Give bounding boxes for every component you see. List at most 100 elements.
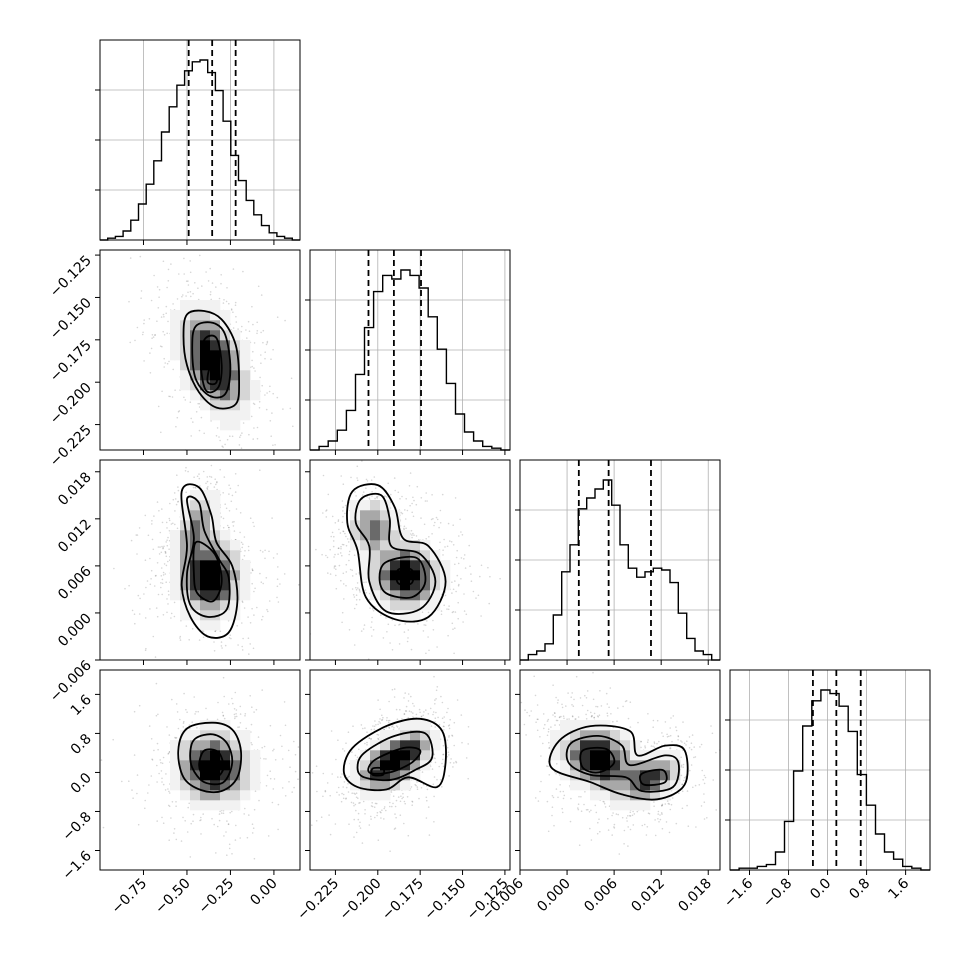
scatter-point — [374, 497, 376, 500]
scatter-point — [178, 410, 181, 412]
scatter-point — [590, 711, 592, 714]
scatter-point — [376, 814, 378, 817]
scatter-point — [167, 603, 169, 605]
scatter-point — [366, 480, 369, 482]
scatter-point — [685, 775, 687, 778]
scatter-point — [410, 695, 412, 698]
scatter-point — [411, 511, 414, 514]
scatter-point — [608, 706, 610, 709]
scatter-point — [632, 824, 635, 826]
scatter-point — [192, 486, 195, 489]
scatter-point — [260, 354, 262, 356]
density-cell — [180, 510, 191, 521]
scatter-point — [172, 303, 174, 305]
density-cell — [410, 770, 421, 781]
density-cell — [190, 560, 201, 571]
density-cell — [250, 780, 261, 791]
scatter-point — [168, 594, 170, 596]
density-cell — [210, 300, 221, 311]
scatter-point — [362, 800, 365, 803]
density-cell — [230, 370, 241, 381]
scatter-point — [237, 726, 239, 728]
scatter-point — [251, 305, 253, 308]
scatter-point — [358, 588, 361, 591]
scatter-point — [369, 607, 371, 609]
scatter-point — [370, 728, 373, 731]
scatter-point — [143, 322, 145, 325]
scatter-point — [330, 535, 333, 538]
scatter-point — [268, 550, 270, 553]
scatter-point — [173, 492, 176, 494]
scatter-point — [680, 766, 683, 768]
panel-frame — [519, 459, 721, 661]
scatter-point — [188, 727, 191, 730]
scatter-point — [636, 810, 639, 813]
scatter-point — [467, 777, 470, 780]
scatter-point — [239, 434, 242, 437]
scatter-point — [671, 797, 674, 799]
scatter-point — [162, 822, 165, 824]
scatter-point — [168, 805, 171, 808]
scatter-point — [231, 853, 233, 855]
scatter-point — [202, 636, 205, 639]
density-cell — [390, 510, 401, 521]
scatter-point — [260, 362, 262, 365]
scatter-point — [383, 806, 386, 808]
density-cell — [190, 510, 201, 521]
density-cell — [230, 550, 241, 561]
scatter-point — [451, 622, 454, 625]
scatter-point — [459, 518, 461, 521]
scatter-point — [252, 521, 254, 524]
scatter-point — [237, 328, 239, 330]
scatter-point — [338, 547, 340, 549]
contour-level-0 — [177, 721, 243, 794]
scatter-point — [419, 711, 421, 714]
scatter-point — [432, 711, 435, 713]
scatter-point — [322, 795, 324, 798]
density-cell — [170, 580, 181, 591]
scatter-point — [391, 805, 393, 808]
scatter-point — [339, 532, 342, 534]
scatter-point — [443, 716, 446, 718]
scatter-point — [449, 540, 451, 542]
scatter-point — [403, 697, 405, 699]
scatter-point — [194, 282, 196, 284]
density-cell — [210, 750, 221, 761]
hist-panel-3 — [725, 669, 931, 875]
density-cell — [410, 570, 421, 581]
scatter-point — [605, 692, 608, 695]
scatter-point — [158, 553, 161, 555]
scatter-point — [161, 390, 163, 393]
scatter-point — [364, 809, 366, 811]
scatter-point — [598, 714, 601, 716]
scatter-point — [156, 286, 159, 288]
scatter-point — [154, 656, 157, 658]
scatter-point — [140, 297, 142, 300]
scatter-point — [131, 789, 133, 791]
scatter-point — [225, 831, 227, 833]
density-cell — [200, 780, 211, 791]
scatter-point — [382, 716, 384, 719]
scatter-point — [215, 286, 217, 288]
scatter-point — [422, 630, 425, 632]
scatter-point — [264, 394, 266, 396]
scatter-point — [253, 808, 256, 811]
scatter-point — [441, 786, 443, 788]
scatter-point — [218, 813, 221, 815]
scatter-point — [613, 827, 616, 829]
density-cell — [210, 760, 221, 771]
density-cell — [400, 760, 411, 771]
scatter-point — [227, 823, 230, 825]
scatter-point — [344, 512, 346, 515]
scatter-point — [578, 844, 581, 846]
scatter-point — [138, 527, 141, 529]
scatter-point — [148, 318, 151, 320]
density-cell — [220, 600, 231, 611]
scatter-point — [177, 501, 179, 503]
scatter-point — [345, 584, 347, 587]
scatter-point — [595, 811, 598, 814]
scatter-point — [391, 725, 394, 727]
scatter-point — [164, 573, 167, 575]
scatter-point — [357, 812, 360, 815]
scatter-point — [375, 496, 378, 498]
